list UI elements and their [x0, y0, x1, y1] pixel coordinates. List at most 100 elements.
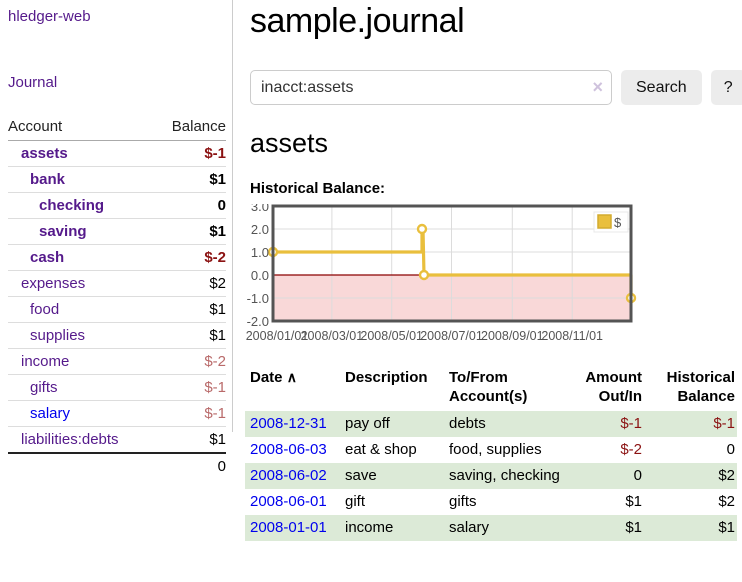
- transaction-date-link[interactable]: 2008-12-31: [250, 415, 327, 432]
- account-balance: $1: [154, 166, 226, 193]
- app-title-link[interactable]: hledger-web: [8, 8, 91, 25]
- transaction-amount: $-1: [560, 411, 644, 437]
- y-tick: 1.0: [251, 245, 269, 260]
- accounts-total-row: 0: [8, 452, 226, 479]
- transaction-date-link[interactable]: 2008-01-01: [250, 519, 327, 536]
- transaction-accounts: saving, checking: [444, 463, 560, 489]
- account-link-supplies[interactable]: supplies: [30, 327, 86, 344]
- transaction-row: 2008-06-02 save saving, checking 0 $2: [245, 463, 737, 489]
- account-balance: $-2: [154, 348, 226, 375]
- account-link-income[interactable]: income: [21, 353, 70, 370]
- data-point-2008-06-01: [416, 223, 428, 235]
- transaction-amount: 0: [560, 463, 644, 489]
- accounts-total-balance: 0: [154, 452, 226, 479]
- transaction-description: income: [340, 515, 444, 541]
- transaction-date-link[interactable]: 2008-06-03: [250, 441, 327, 458]
- account-row-expenses: expenses $2: [8, 270, 226, 297]
- description-column-header[interactable]: Description: [345, 369, 428, 386]
- y-tick: 2.0: [251, 222, 269, 237]
- account-link-food[interactable]: food: [30, 301, 60, 318]
- transaction-description: pay off: [340, 411, 444, 437]
- transaction-row: 2008-06-03 eat & shop food, supplies $-2…: [245, 437, 737, 463]
- accounts-header-row: Account Balance: [8, 114, 226, 141]
- account-balance: $-1: [154, 140, 226, 167]
- y-tick: -1.0: [247, 291, 269, 306]
- historical-balance-chart: $ 3.0 2.0 1.0 0.0 -1.0 -2.0 2008/01/01 2…: [245, 204, 742, 350]
- x-axis-labels: 2008/01/01 2008/03/01 2008/05/01 2008/07…: [246, 329, 603, 343]
- account-row-bank: bank $1: [8, 166, 226, 193]
- sidebar-item-journal[interactable]: Journal: [8, 74, 58, 91]
- data-point-2008-06-03: [418, 269, 430, 281]
- amount-column-header[interactable]: Amount Out/In: [585, 369, 642, 405]
- transaction-accounts: debts: [444, 411, 560, 437]
- balance-column-header: Balance: [154, 114, 226, 141]
- transaction-description: eat & shop: [345, 441, 417, 458]
- search-button[interactable]: Search: [621, 70, 702, 105]
- account-link-liabilities-debts[interactable]: liabilities:debts: [21, 431, 119, 448]
- x-tick: 2008/07/01: [420, 329, 483, 343]
- search-input[interactable]: [250, 70, 612, 105]
- account-link-assets[interactable]: assets: [21, 145, 68, 162]
- account-row-salary: salary $-1: [8, 400, 226, 427]
- account-link-saving[interactable]: saving: [39, 223, 87, 240]
- date-column-header[interactable]: Date ∧: [250, 369, 297, 386]
- main-content: sample.journal × Search ? assets Histori…: [233, 0, 742, 582]
- y-tick: 3.0: [251, 204, 269, 214]
- search-box: ×: [250, 70, 612, 105]
- transaction-date-link[interactable]: 2008-06-02: [250, 467, 327, 484]
- x-tick: 2008/09/01: [481, 329, 544, 343]
- transaction-row: 2008-06-01 gift gifts $1 $2: [245, 489, 737, 515]
- page-title: sample.journal: [250, 2, 465, 40]
- account-link-bank[interactable]: bank: [30, 171, 66, 188]
- account-page-title: assets: [250, 128, 329, 158]
- account-balance: $-1: [154, 374, 226, 401]
- account-balance: $2: [154, 270, 226, 297]
- transaction-description: gift: [345, 493, 366, 510]
- accounts-balance-table: Account Balance assets $-1 bank $1 check…: [8, 114, 226, 479]
- account-balance: $1: [154, 322, 226, 349]
- transaction-amount: $1: [625, 493, 642, 510]
- account-row-saving: saving $1: [8, 218, 226, 245]
- account-balance: $1: [154, 218, 226, 245]
- chart-canvas: $ 3.0 2.0 1.0 0.0 -1.0 -2.0 2008/01/01 2…: [246, 204, 637, 343]
- account-link-gifts[interactable]: gifts: [30, 379, 58, 396]
- help-button[interactable]: ?: [710, 70, 742, 105]
- y-tick: 0.0: [251, 268, 269, 283]
- register-header-row: Date ∧ Description To/From Account(s) Am…: [245, 366, 737, 411]
- transaction-accounts: salary: [444, 515, 560, 541]
- sort-ascending-icon: ∧: [286, 369, 297, 385]
- transaction-accounts: food, supplies: [449, 441, 542, 458]
- account-balance: $1: [154, 426, 226, 454]
- legend-label: $: [614, 215, 622, 230]
- account-row-supplies: supplies $1: [8, 322, 226, 349]
- account-balance: 0: [154, 192, 226, 219]
- account-link-salary[interactable]: salary: [30, 405, 71, 422]
- clear-search-icon[interactable]: ×: [592, 77, 603, 97]
- x-tick: 2008/05/01: [360, 329, 423, 343]
- y-tick: -2.0: [247, 314, 269, 329]
- balance-column-header[interactable]: Historical Balance: [666, 369, 735, 405]
- account-row-assets: assets $-1: [8, 140, 226, 167]
- account-row-food: food $1: [8, 296, 226, 323]
- account-link-cash[interactable]: cash: [30, 249, 65, 266]
- transaction-amount: $-2: [620, 441, 642, 458]
- account-row-checking: checking 0: [8, 192, 226, 219]
- transaction-description: save: [340, 463, 444, 489]
- account-link-expenses[interactable]: expenses: [21, 275, 86, 292]
- account-row-gifts: gifts $-1: [8, 374, 226, 401]
- transaction-row: 2008-12-31 pay off debts $-1 $-1: [245, 411, 737, 437]
- transaction-date-link[interactable]: 2008-06-01: [250, 493, 327, 510]
- accounts-column-header: Account: [8, 114, 155, 141]
- transaction-balance: 0: [726, 441, 735, 458]
- transaction-amount: $1: [560, 515, 644, 541]
- accounts-column-header[interactable]: To/From Account(s): [449, 369, 528, 405]
- account-link-checking[interactable]: checking: [39, 197, 105, 214]
- search-form: × Search ?: [250, 70, 742, 105]
- x-tick: 2008/11/01: [541, 329, 603, 343]
- sidebar: hledger-web Journal Account Balance asse…: [0, 0, 233, 479]
- transaction-balance: $2: [644, 463, 737, 489]
- x-tick: 2008/01/01: [246, 329, 309, 343]
- account-balance: $-2: [154, 244, 226, 271]
- transaction-balance: $2: [718, 493, 735, 510]
- plot-border: [271, 204, 633, 323]
